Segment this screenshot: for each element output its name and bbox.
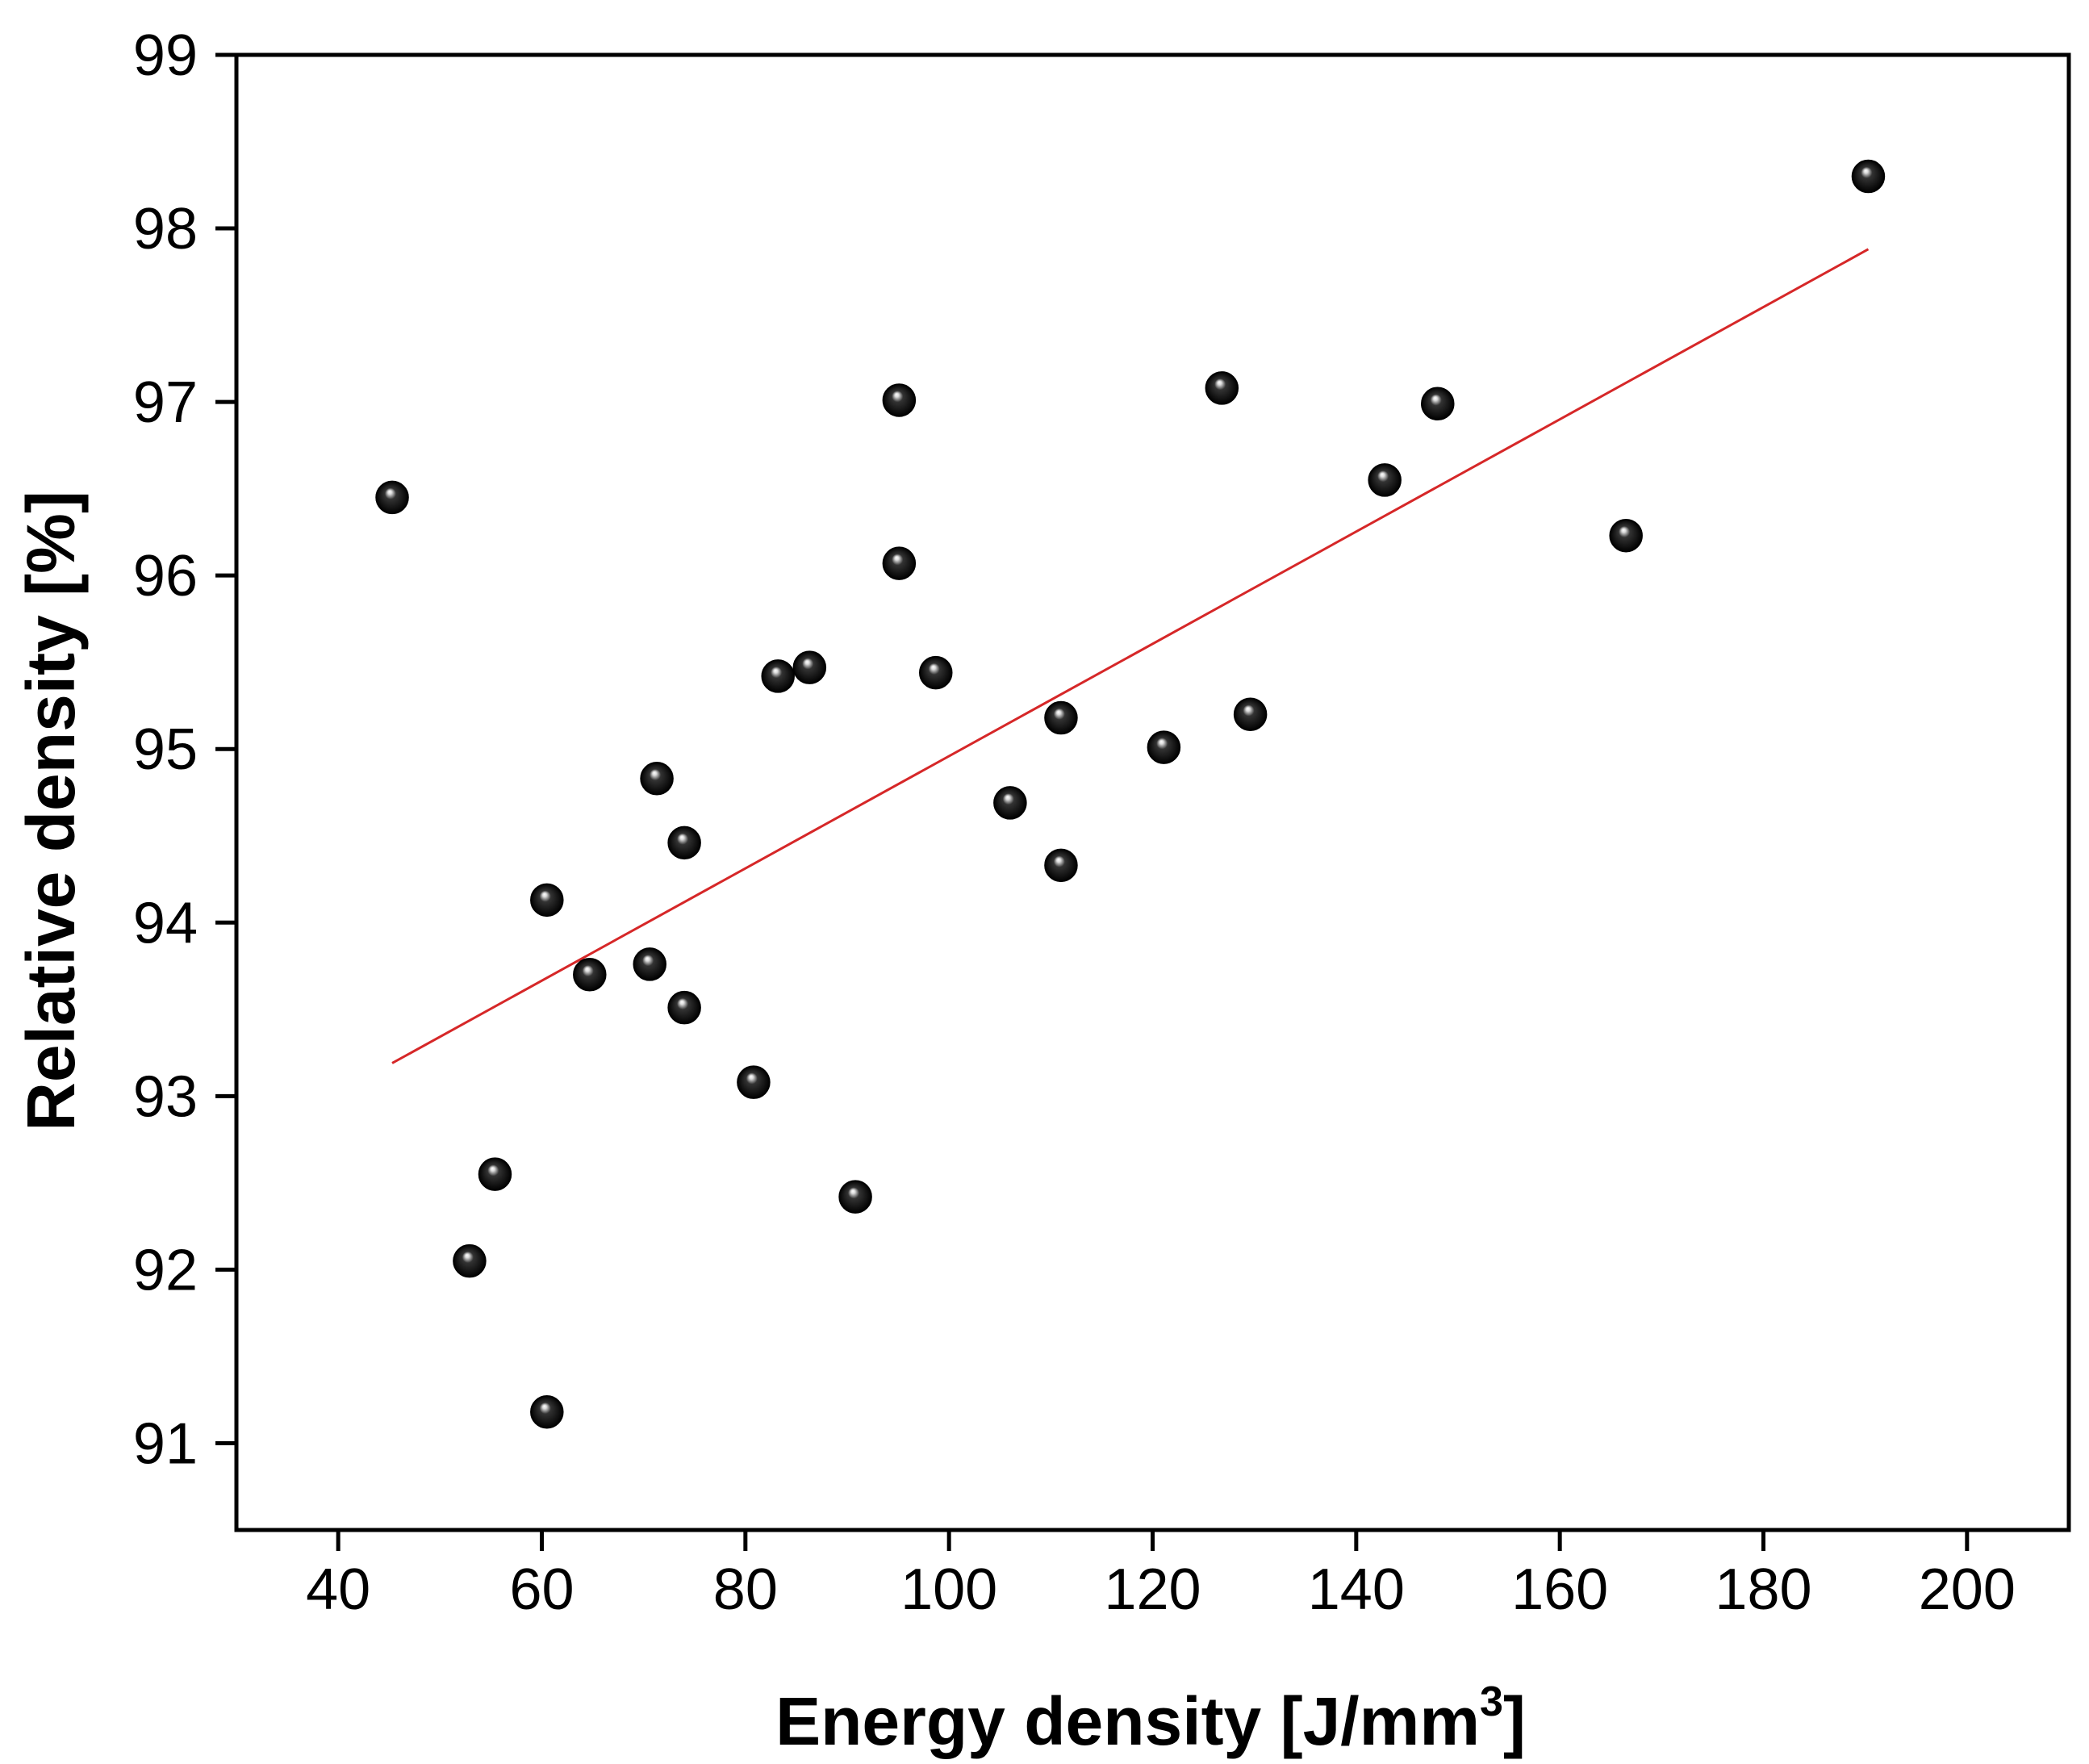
data-point [530,1395,564,1429]
x-axis-title: Energy density [J/mm3] [775,1678,1526,1759]
x-tick-label: 60 [509,1557,574,1622]
data-point [453,1244,487,1278]
fit-line-layer [391,248,1870,1064]
data-point [882,383,917,417]
data-point [792,650,827,684]
fit-line [391,248,1870,1064]
data-point [667,826,701,860]
plot-frame [234,52,2071,1532]
x-tick-label: 120 [1104,1557,1201,1622]
y-tick-label: 97 [133,370,198,435]
x-tick-labels: 40 60 80 100 120 140 160 180 200 [306,1557,2016,1622]
data-point [838,1180,872,1214]
x-tick-label: 160 [1511,1557,1608,1622]
y-tick-label: 95 [133,717,198,782]
y-tick-label: 93 [133,1064,198,1129]
x-tick-label: 200 [1919,1557,2016,1622]
x-tick-label: 140 [1308,1557,1405,1622]
y-tick-label: 94 [133,891,198,955]
data-point [1421,387,1455,421]
data-point [375,480,409,515]
data-point [1044,700,1078,735]
x-axis-title-superscript: 3 [1480,1678,1503,1725]
data-point [573,958,607,992]
data-points [375,159,1886,1429]
data-point [882,546,917,580]
x-tick-label: 180 [1715,1557,1811,1622]
data-point [993,786,1027,820]
y-axis-title: Relative density [%] [13,491,89,1131]
y-tick-label: 99 [133,23,198,88]
y-tick-labels: 91 92 93 94 95 96 97 98 99 [133,23,198,1476]
data-point [1147,730,1181,764]
data-point [640,762,674,796]
data-point [919,655,953,690]
y-tick-label: 98 [133,197,198,261]
x-tick-label: 100 [900,1557,997,1622]
data-point [667,990,701,1025]
data-point [1044,848,1078,883]
data-point [478,1157,512,1191]
data-point [1851,159,1886,194]
x-tick-label: 80 [713,1557,778,1622]
data-point [761,659,795,693]
data-point [1205,371,1239,405]
y-tick-label: 96 [133,544,198,608]
data-point [1233,697,1268,731]
data-point [633,947,666,981]
x-tick-label: 40 [306,1557,370,1622]
y-tick-label: 91 [133,1411,198,1476]
x-axis-title-main: Energy density [J/mm [775,1683,1480,1759]
data-point [737,1065,771,1099]
data-point [530,883,564,918]
x-axis-title-end: ] [1503,1683,1526,1759]
axis-ticks [215,52,1970,1551]
data-point [1609,518,1643,553]
y-tick-label: 92 [133,1238,198,1302]
data-point [1368,463,1402,497]
